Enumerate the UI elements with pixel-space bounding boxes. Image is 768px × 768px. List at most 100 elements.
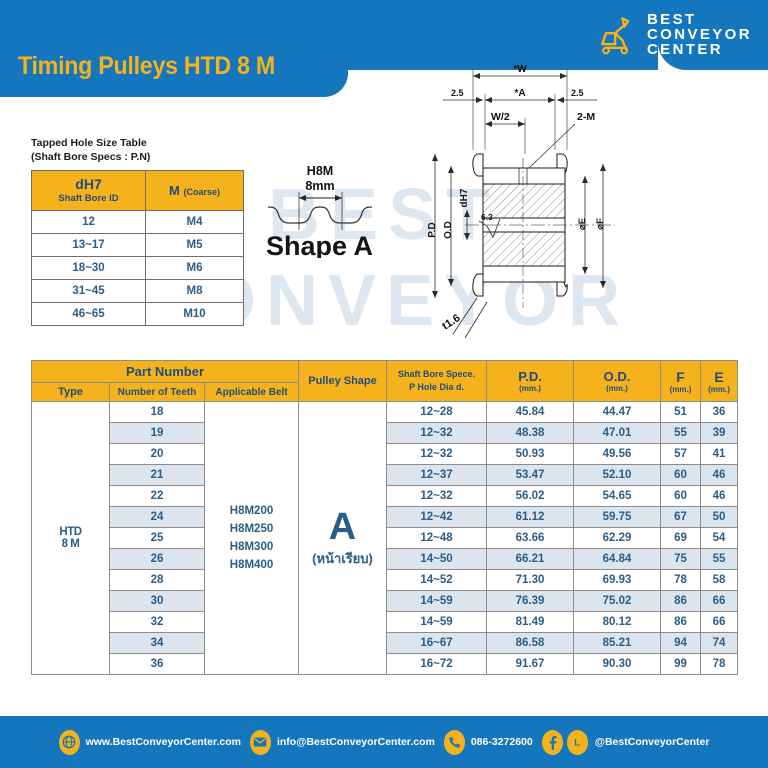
table-row: 30 14~59 76.39 75.02 86 66 bbox=[32, 590, 739, 612]
header-belt: Applicable Belt bbox=[203, 382, 300, 402]
cell-e: 46 bbox=[700, 464, 739, 486]
table-row: 26 14~50 66.21 64.84 75 55 bbox=[32, 548, 739, 570]
footer-phone[interactable]: 086-3272600 bbox=[443, 729, 533, 755]
table-row: 46~65 M10 bbox=[30, 302, 244, 327]
header-row-2: Type Number of Teeth Applicable Belt bbox=[31, 382, 738, 402]
belt-tooth-profile-diagram: H8M 8mm Shape A bbox=[266, 164, 373, 261]
header-e-text: E bbox=[714, 368, 724, 385]
dim-w-label: *W bbox=[425, 58, 426, 59]
svg-text:O.D: O.D bbox=[443, 221, 454, 239]
cell-bore: 46~65 bbox=[30, 302, 147, 327]
cell-od: 54.65 bbox=[573, 485, 662, 507]
svg-text:2.5: 2.5 bbox=[451, 88, 464, 98]
header-pd-unit: (mm.) bbox=[519, 384, 541, 393]
cell-e: 36 bbox=[700, 401, 739, 423]
cell-f: 57 bbox=[660, 443, 702, 465]
cell-e: 50 bbox=[700, 506, 739, 528]
cell-type-line2: 8 M bbox=[61, 538, 80, 550]
cell-bore: 12 bbox=[30, 210, 147, 235]
title-plate: Timing Pulleys HTD 8 M bbox=[0, 36, 348, 97]
cell-pulley-shape: A (หน้าเรียบ) bbox=[298, 401, 388, 675]
cell-bore: 12~48 bbox=[386, 527, 488, 549]
cell-bore: 14~52 bbox=[386, 569, 488, 591]
cell-e: 54 bbox=[700, 527, 739, 549]
brand-logo: BEST CONVEYOR CENTER bbox=[595, 12, 752, 57]
cell-pd: 56.02 bbox=[486, 485, 575, 507]
table-row: 22 12~32 56.02 54.65 60 46 bbox=[32, 485, 739, 507]
footer-email[interactable]: info@BestConveyorCenter.com bbox=[249, 729, 435, 755]
cell-f: 94 bbox=[660, 632, 702, 654]
table-row: 32 14~59 81.49 80.12 86 66 bbox=[32, 611, 739, 633]
line-icon[interactable]: L bbox=[566, 729, 588, 755]
pitch-label-text: H8M bbox=[258, 162, 259, 163]
cell-f: 75 bbox=[660, 548, 702, 570]
cell-e: 74 bbox=[700, 632, 739, 654]
cell-pd: 76.39 bbox=[486, 590, 575, 612]
cell-bore: 12~32 bbox=[386, 443, 488, 465]
cell-od: 62.29 bbox=[573, 527, 662, 549]
logo-line-2: CONVEYOR bbox=[646, 26, 752, 43]
tapped-hole-col-m-sub: (Coarse) bbox=[183, 187, 221, 198]
footer-phone-text: 086-3272600 bbox=[470, 736, 533, 748]
tapped-hole-title-line1: Tapped Hole Size Table bbox=[31, 137, 147, 149]
cell-teeth: 21 bbox=[109, 464, 205, 486]
cell-f: 78 bbox=[660, 569, 702, 591]
cell-bore: 14~50 bbox=[386, 548, 488, 570]
cell-f: 51 bbox=[660, 401, 702, 423]
cell-od: 75.02 bbox=[573, 590, 662, 612]
svg-text:L: L bbox=[574, 738, 580, 749]
header-od-unit: (mm.) bbox=[606, 384, 628, 393]
belt-item: H8M400 bbox=[229, 559, 274, 571]
cell-teeth: 25 bbox=[109, 527, 205, 549]
cell-od: 59.75 bbox=[573, 506, 662, 528]
header-notch-blue bbox=[658, 0, 768, 70]
cell-m: M8 bbox=[145, 279, 244, 304]
shape-letter: A bbox=[328, 505, 357, 548]
table-row: HTD 8 M 18 H8M200 H8M250 H8M300 H8M400 A… bbox=[31, 401, 739, 675]
cell-teeth: 36 bbox=[109, 653, 205, 675]
header-pd: P.D. (mm.) bbox=[486, 360, 575, 402]
table-row: 36 16~72 91.67 90.30 99 78 bbox=[32, 653, 739, 675]
footer-website[interactable]: www.BestConveyorCenter.com bbox=[58, 729, 241, 755]
cell-f: 67 bbox=[660, 506, 702, 528]
cell-od: 85.21 bbox=[573, 632, 662, 654]
header-od: O.D. (mm.) bbox=[573, 360, 662, 402]
cell-teeth: 30 bbox=[109, 590, 205, 612]
cell-bore: 12~28 bbox=[386, 401, 488, 423]
logo-line-3: CENTER bbox=[646, 41, 724, 58]
cell-f: 60 bbox=[660, 485, 702, 507]
facebook-icon[interactable] bbox=[541, 729, 563, 755]
contact-footer: www.BestConveyorCenter.com info@BestConv… bbox=[0, 716, 768, 768]
tapped-hole-body: 12 M4 13~17 M5 18~30 M6 31~45 M8 46~65 M10 bbox=[30, 210, 244, 327]
tapped-hole-col-bore-main: dH7 bbox=[75, 176, 102, 193]
cell-e: 78 bbox=[700, 653, 739, 675]
cell-teeth: 20 bbox=[109, 443, 205, 465]
cell-pd: 50.93 bbox=[486, 443, 575, 465]
footer-social[interactable]: L @BestConveyorCenter bbox=[541, 729, 710, 755]
table-row: 19 12~32 48.38 47.01 55 39 bbox=[32, 422, 739, 444]
header-row-1: Part Number Pulley Shape Shaft Bore Spec… bbox=[30, 360, 739, 402]
cell-bore: 13~17 bbox=[30, 233, 147, 258]
shape-sub-label: (หน้าเรียบ) bbox=[312, 550, 373, 566]
svg-text:*W: *W bbox=[513, 64, 527, 75]
cell-pd: 45.84 bbox=[486, 401, 575, 423]
cell-od: 80.12 bbox=[573, 611, 662, 633]
svg-text:2-M: 2-M bbox=[577, 111, 595, 123]
tapped-hole-col-bore-sub: Shaft Bore ID bbox=[58, 192, 119, 204]
cell-bore: 14~59 bbox=[386, 590, 488, 612]
cell-e: 66 bbox=[700, 590, 739, 612]
header-teeth: Number of Teeth bbox=[109, 382, 205, 402]
cell-f: 99 bbox=[660, 653, 702, 675]
envelope-icon bbox=[249, 729, 271, 755]
cell-bore: 14~59 bbox=[386, 611, 488, 633]
tapped-hole-title-line2: (Shaft Bore Specs : P.N) bbox=[31, 151, 151, 164]
header-od-text: O.D. bbox=[603, 369, 631, 384]
header-pd-text: P.D. bbox=[518, 369, 542, 384]
cell-m: M6 bbox=[145, 256, 244, 281]
footer-social-text: @BestConveyorCenter bbox=[594, 736, 710, 748]
cell-bore: 16~72 bbox=[386, 653, 488, 675]
cell-bore: 12~32 bbox=[386, 485, 488, 507]
specification-table-body: HTD 8 M 18 H8M200 H8M250 H8M300 H8M400 A… bbox=[31, 401, 739, 675]
header-part-number: Part Number bbox=[30, 360, 300, 383]
